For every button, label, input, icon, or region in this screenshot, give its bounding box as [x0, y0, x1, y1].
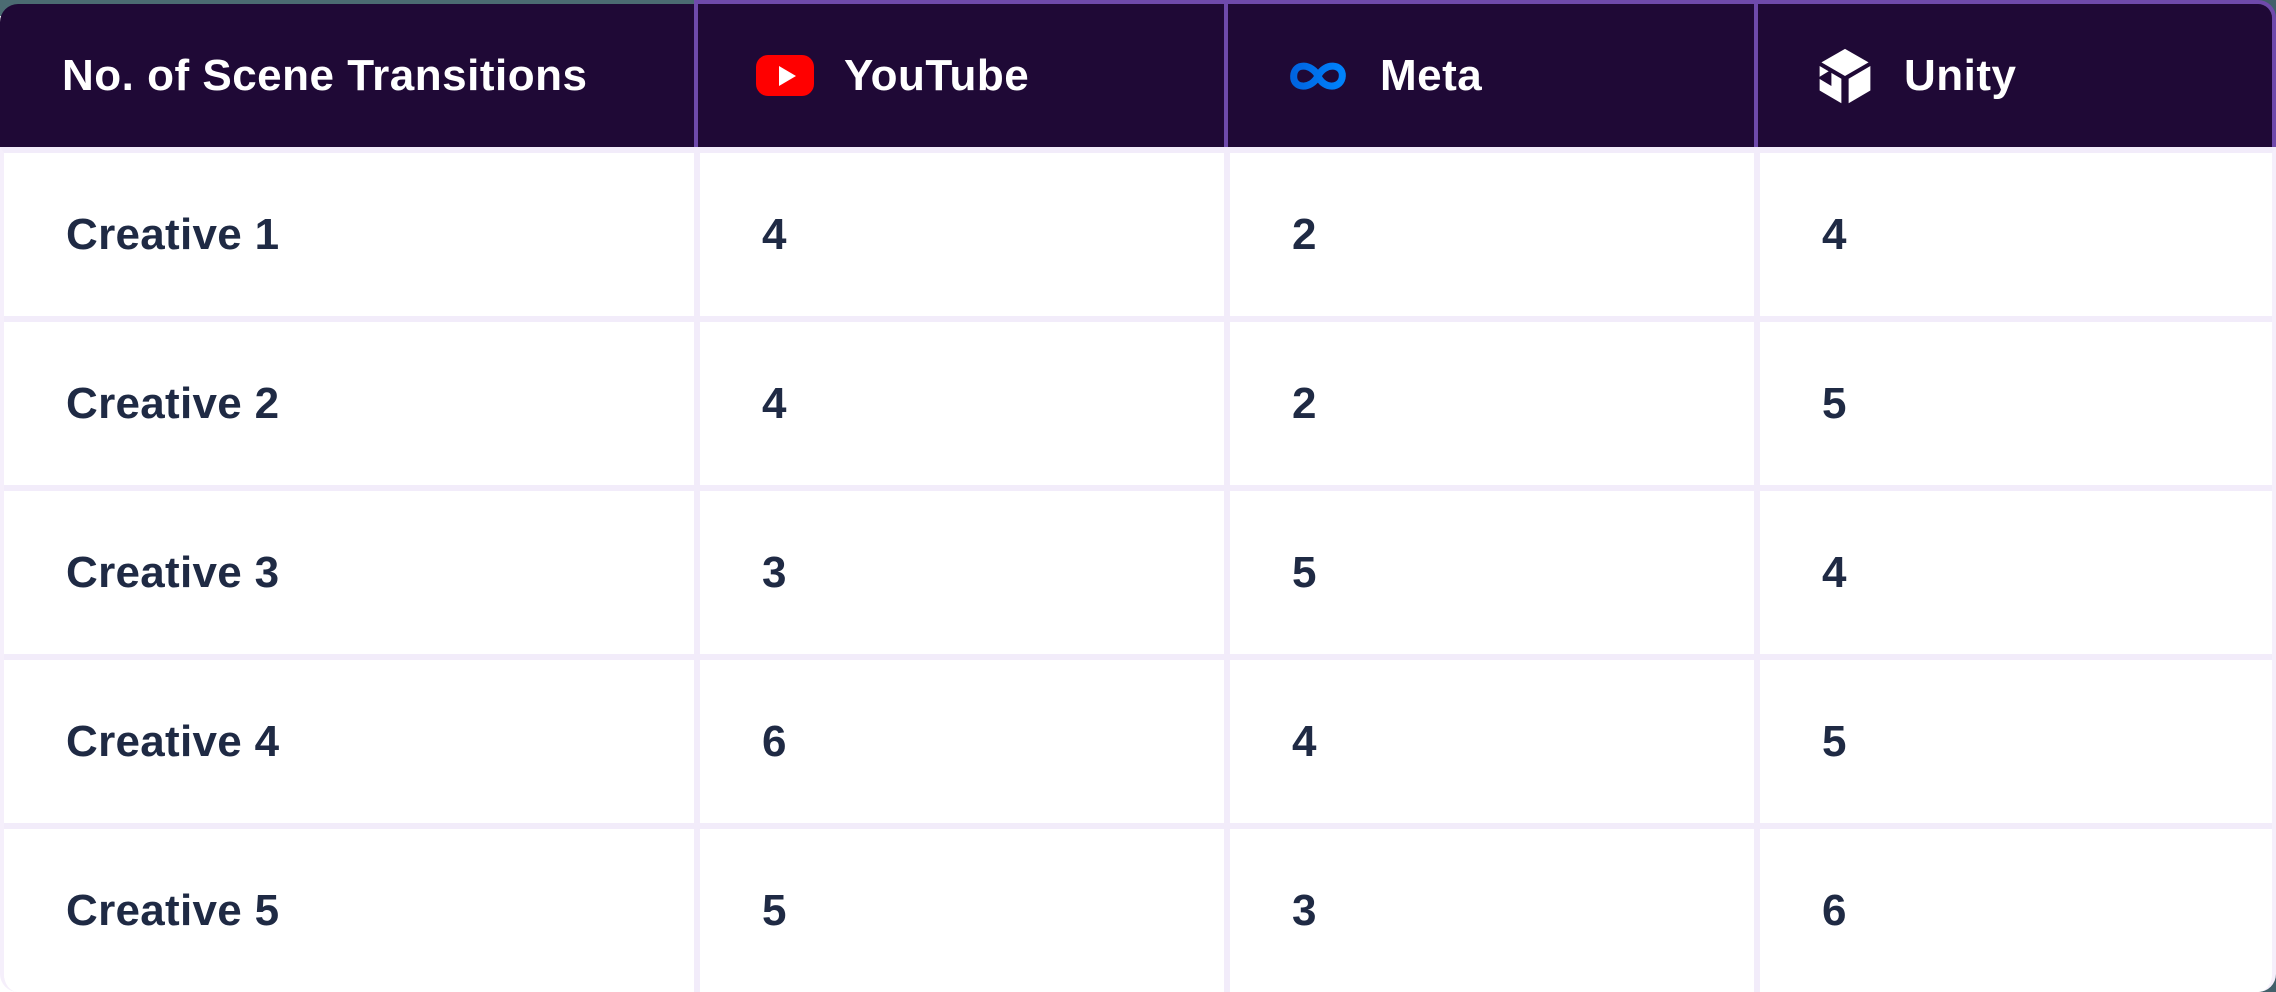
unity-value: 5 — [1754, 322, 2272, 485]
row-label: Creative 5 — [4, 829, 694, 992]
youtube-value: 3 — [694, 491, 1224, 654]
unity-column-title: Unity — [1904, 50, 2017, 100]
unity-value: 6 — [1754, 829, 2272, 992]
metric-column-title: No. of Scene Transitions — [62, 50, 588, 100]
table-row: Creative 3 3 5 4 — [4, 485, 2272, 654]
header-cell-unity: Unity — [1754, 4, 2272, 147]
meta-icon — [1290, 62, 1346, 90]
header-cell-meta: Meta — [1224, 4, 1754, 147]
meta-value: 5 — [1224, 491, 1754, 654]
youtube-value: 6 — [694, 660, 1224, 823]
header-cell-youtube: YouTube — [694, 4, 1224, 147]
youtube-column-title: YouTube — [844, 50, 1030, 100]
meta-value: 4 — [1224, 660, 1754, 823]
unity-value: 4 — [1754, 491, 2272, 654]
youtube-value: 4 — [694, 153, 1224, 316]
youtube-value: 5 — [694, 829, 1224, 992]
youtube-icon — [756, 55, 814, 96]
table-body: Creative 1 4 2 4 Creative 2 4 2 5 Creati… — [0, 147, 2276, 992]
play-glyph — [778, 65, 796, 86]
row-label: Creative 3 — [4, 491, 694, 654]
table-row: Creative 1 4 2 4 — [4, 153, 2272, 316]
youtube-value: 4 — [694, 322, 1224, 485]
table-row: Creative 4 6 4 5 — [4, 654, 2272, 823]
meta-value: 2 — [1224, 322, 1754, 485]
header-cell-metric: No. of Scene Transitions — [0, 4, 694, 147]
meta-column-title: Meta — [1380, 50, 1483, 100]
row-label: Creative 1 — [4, 153, 694, 316]
row-label: Creative 4 — [4, 660, 694, 823]
meta-value: 3 — [1224, 829, 1754, 992]
table-row: Creative 2 4 2 5 — [4, 316, 2272, 485]
platform-header-group: YouTube Meta — [694, 0, 2276, 147]
row-label: Creative 2 — [4, 322, 694, 485]
table-row: Creative 5 5 3 6 — [4, 823, 2272, 992]
unity-value: 5 — [1754, 660, 2272, 823]
unity-icon — [1817, 48, 1871, 103]
meta-value: 2 — [1224, 153, 1754, 316]
unity-value: 4 — [1754, 153, 2272, 316]
